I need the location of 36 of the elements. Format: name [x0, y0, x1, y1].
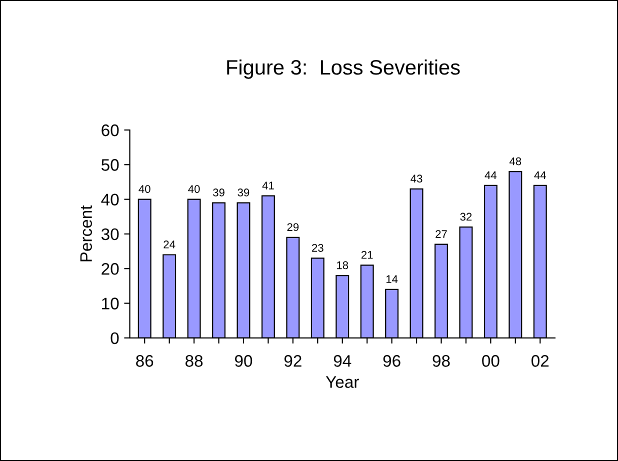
x-tick-label: 88 [186, 355, 203, 367]
y-tick-label: 60 [102, 124, 119, 136]
x-axis-title: Year [326, 376, 359, 388]
y-tick-label: 20 [102, 263, 119, 275]
x-tick-label: 02 [532, 355, 549, 367]
data-label: 39 [213, 188, 224, 196]
x-tick-label: 90 [235, 355, 252, 367]
x-tick-label: 94 [334, 355, 352, 367]
x-tick-label: 00 [482, 355, 500, 367]
data-label: 40 [138, 185, 150, 193]
data-label: 29 [287, 223, 299, 232]
x-tick-label: 98 [432, 355, 450, 367]
data-label: 48 [509, 157, 522, 166]
data-label: 23 [312, 244, 324, 252]
y-axis-title: Percent [80, 205, 92, 262]
chart-title: Figure 3: Loss Severities [227, 59, 460, 79]
data-label: 14 [386, 275, 398, 283]
data-label: 39 [238, 188, 250, 196]
x-tick-label: 96 [383, 355, 400, 367]
data-label: 43 [410, 174, 422, 183]
y-tick-label: 50 [101, 159, 119, 171]
data-label: 44 [534, 171, 546, 179]
x-tick-label: 86 [136, 355, 154, 367]
y-tick-label: 0 [110, 332, 119, 344]
data-label: 44 [484, 171, 497, 179]
y-tick-label: 30 [101, 228, 119, 240]
data-label: 40 [188, 185, 200, 193]
x-tick-label: 92 [284, 355, 302, 367]
y-tick-label: 40 [101, 194, 119, 206]
data-label: 41 [262, 182, 274, 190]
data-label: 32 [460, 212, 472, 221]
data-label: 24 [164, 240, 176, 248]
data-label: 21 [361, 250, 373, 259]
data-label: 18 [337, 261, 348, 270]
y-tick-label: 10 [102, 298, 119, 310]
data-label: 27 [436, 230, 447, 238]
